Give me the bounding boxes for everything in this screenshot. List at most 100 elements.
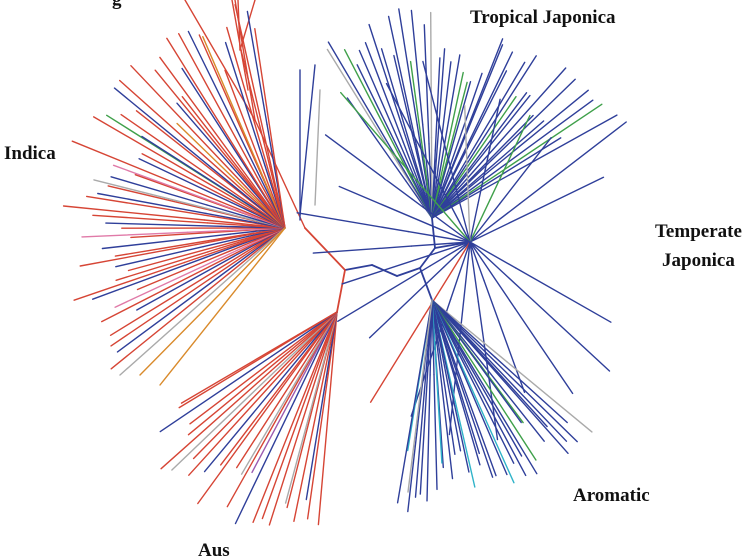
- tropical-branch-leaf-202: [364, 42, 404, 143]
- label-tropical-japonica: Tropical Japonica: [470, 7, 616, 28]
- temperate-branch-leaf-290: [340, 91, 414, 177]
- indica-branch-leaf-108: [166, 37, 253, 176]
- indica-branch-135: [299, 64, 316, 216]
- tropical-branch-leaf-196: [343, 49, 399, 153]
- temperate-branch-leaf-302: [337, 265, 431, 322]
- backbone-3: [396, 267, 421, 277]
- tropical-branch-leaf-234: [447, 80, 472, 162]
- indica-branch-leaf-26: [100, 251, 238, 323]
- tropical-branch-stem-215: [422, 123, 433, 219]
- indica-branch-leaf-18: [116, 274, 222, 353]
- indica-branch-leaf-62: [97, 192, 207, 215]
- aromatic-branch-stem-387: [415, 299, 433, 397]
- temperate-branch-leaf-288: [385, 82, 442, 188]
- aus-branch-leaf-160: [226, 403, 286, 508]
- indica-branch-leaf-104: [159, 56, 233, 157]
- indica-branch-stem-67: [206, 204, 286, 229]
- aromatic-branch-leaf-364: [441, 347, 470, 473]
- aromatic-branch-leaf-376: [433, 374, 438, 491]
- temperate-branch-stem-285: [448, 163, 471, 243]
- aus-branch-leaf-138: [317, 405, 330, 526]
- indica-branch-132: [139, 227, 286, 376]
- indica-branch-leaf-106: [181, 67, 260, 188]
- indica-branch-leaf-66: [93, 179, 222, 213]
- temperate-branch-stem-279: [469, 199, 491, 243]
- tropical-branch-stem-243: [431, 154, 465, 219]
- tropical-branch-leaf-200: [358, 49, 402, 147]
- indica-branch-136: [314, 89, 321, 206]
- tropical-branch-stem-219: [430, 136, 433, 219]
- aromatic-branch-leaf-370: [436, 348, 454, 480]
- aromatic-branch-leaf-340: [479, 373, 537, 461]
- indica-branch-leaf-42: [79, 245, 190, 267]
- temperate-branch-stem-313: [469, 241, 485, 282]
- aus-branch-stem-137: [328, 311, 338, 407]
- aromatic-branch-leaf-326: [495, 361, 578, 443]
- aus-branch-leaf-184: [159, 355, 273, 433]
- backbone-5: [336, 269, 346, 313]
- temperate-branch-leaf-282: [477, 98, 501, 206]
- temperate-branch-leaf-286: [422, 60, 451, 165]
- temperate-branch-leaf-280: [489, 114, 531, 201]
- tropical-branch-leaf-208: [393, 54, 423, 175]
- tropical-branch-leaf-266: [500, 99, 594, 168]
- aromatic-branch-leaf-344: [462, 353, 523, 457]
- temperate-branch-stem-283: [467, 185, 471, 243]
- aus-branch-stem-187: [297, 311, 338, 336]
- indica-branch-leaf-92: [118, 79, 240, 188]
- tropical-branch-leaf-232: [441, 81, 468, 181]
- tropical-branch-leaf-210: [387, 15, 415, 133]
- tropical-branch-leaf-230: [441, 71, 464, 172]
- aus-branch-stem-153: [298, 311, 338, 409]
- aromatic-branch-leaf-332: [487, 362, 569, 454]
- indica-branch-leaf-64: [107, 185, 211, 211]
- aromatic-branch-leaf-354: [452, 357, 497, 477]
- tropical-branch-leaf-248: [476, 55, 537, 149]
- top-branch-12: [239, 0, 256, 51]
- indica-branch-leaf-48: [130, 230, 234, 239]
- temperate-branch-stem-299: [434, 241, 471, 255]
- aus-branch-stem-169: [270, 311, 338, 393]
- aus-branch-leaf-150: [268, 380, 316, 526]
- indica-branch-leaf-32: [91, 256, 207, 300]
- indica-branch-leaf-58: [62, 205, 206, 221]
- temperate-branch-stem-311: [469, 241, 479, 303]
- aromatic-branch-leaf-346: [466, 365, 527, 477]
- tropical-branch-leaf-258: [474, 114, 534, 176]
- tropical-branch-leaf-252: [468, 92, 528, 170]
- indica-branch-leaf-114: [198, 34, 256, 161]
- indica-branch-leaf-36: [115, 251, 209, 281]
- temperate-branch-leaf-300: [341, 252, 437, 285]
- indica-branch-leaf-40: [115, 245, 204, 268]
- indica-branch-leaf-98: [176, 102, 233, 168]
- temperate-branch-stem-289: [412, 175, 471, 243]
- label-aus: Aus: [198, 540, 230, 557]
- indica-branch-stem-129: [275, 170, 286, 229]
- aus-branch-leaf-178: [160, 370, 272, 470]
- backbone-0: [304, 227, 346, 271]
- indica-branch-leaf-34: [73, 261, 186, 301]
- aromatic-branch-leaf-352: [460, 367, 508, 476]
- indica-branch-stem-111: [236, 129, 286, 229]
- tropical-branch-stem-271: [431, 190, 482, 219]
- tropical-branch-leaf-272: [480, 114, 618, 192]
- temperate-branch-stem-287: [440, 186, 471, 243]
- temperate-branch-stem-307: [449, 241, 471, 301]
- temperate-branch-leaf-306: [369, 316, 425, 403]
- aromatic-branch-leaf-384: [407, 367, 425, 513]
- temperate-branch-stem-273: [469, 209, 536, 243]
- indica-branch-stem-57: [203, 219, 286, 229]
- temperate-branch-stem-303: [442, 241, 471, 268]
- indica-branch-stem-103: [231, 154, 286, 229]
- indica-branch-leaf-76: [138, 157, 233, 204]
- aromatic-branch-stem-331: [431, 299, 490, 365]
- backbone-7: [431, 217, 436, 249]
- indica-branch-leaf-68: [110, 176, 208, 206]
- indica-branch-leaf-54: [105, 222, 222, 228]
- temperate-branch-stem-295: [407, 230, 471, 243]
- tropical-branch-leaf-222: [434, 57, 441, 152]
- aus-branch-leaf-174: [192, 350, 300, 460]
- indica-branch-leaf-22: [109, 271, 215, 336]
- indica-branch-leaf-38: [127, 241, 235, 272]
